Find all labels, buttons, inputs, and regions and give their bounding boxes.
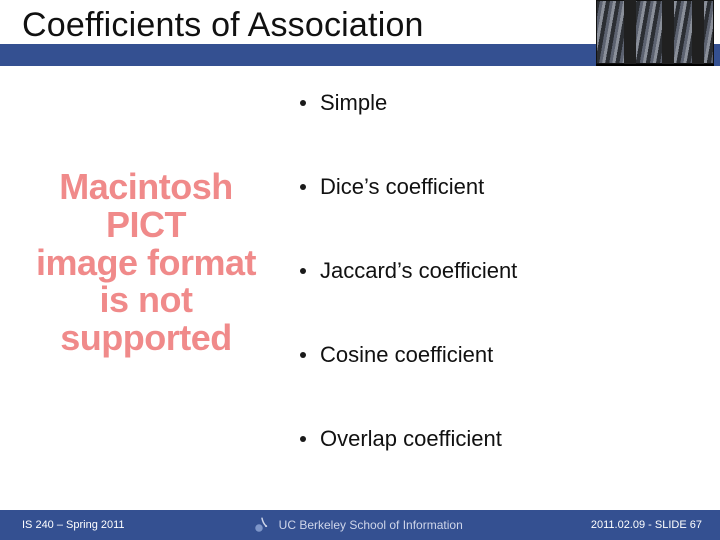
bullet-text: Overlap coefficient xyxy=(320,426,502,452)
header-image xyxy=(596,0,714,66)
slide-title: Coefficients of Association xyxy=(22,6,424,45)
footer-org: UC Berkeley School of Information xyxy=(125,516,591,534)
bullet-text: Dice’s coefficient xyxy=(320,174,484,200)
slide: Coefficients of Association Macintosh PI… xyxy=(0,0,720,540)
footer-course: IS 240 – Spring 2011 xyxy=(0,519,125,531)
footer-date: 2011.02.09 xyxy=(591,519,645,531)
list-item: Simple xyxy=(300,90,700,116)
list-item: Jaccard’s coefficient xyxy=(300,258,700,284)
list-item: Overlap coefficient xyxy=(300,426,700,452)
bullet-text: Cosine coefficient xyxy=(320,342,493,368)
pict-missing-image: Macintosh PICT image format is not suppo… xyxy=(16,168,276,357)
footer-org-text: UC Berkeley School of Information xyxy=(279,518,463,532)
footer: IS 240 – Spring 2011 UC Berkeley School … xyxy=(0,510,720,540)
pict-line-1: Macintosh PICT xyxy=(16,168,276,244)
bullet-list: Simple Dice’s coefficient Jaccard’s coef… xyxy=(300,90,700,510)
list-item: Cosine coefficient xyxy=(300,342,700,368)
header: Coefficients of Association xyxy=(0,0,720,82)
list-item: Dice’s coefficient xyxy=(300,174,700,200)
bullet-dot-icon xyxy=(300,268,306,274)
footer-slide-label: SLIDE xyxy=(655,519,690,531)
bullet-dot-icon xyxy=(300,100,306,106)
footer-slide-number: 67 xyxy=(690,519,702,531)
bullet-dot-icon xyxy=(300,436,306,442)
bullet-dot-icon xyxy=(300,184,306,190)
bullet-text: Simple xyxy=(320,90,387,116)
bullet-text: Jaccard’s coefficient xyxy=(320,258,517,284)
footer-meta: 2011.02.09 - SLIDE 67 xyxy=(591,519,720,531)
bullet-dot-icon xyxy=(300,352,306,358)
pict-line-3: is not supported xyxy=(16,281,276,357)
pict-line-2: image format xyxy=(16,244,276,282)
berkeley-logo-icon xyxy=(253,516,271,534)
footer-sep: - xyxy=(645,519,655,531)
slide-body: Macintosh PICT image format is not suppo… xyxy=(0,90,720,504)
